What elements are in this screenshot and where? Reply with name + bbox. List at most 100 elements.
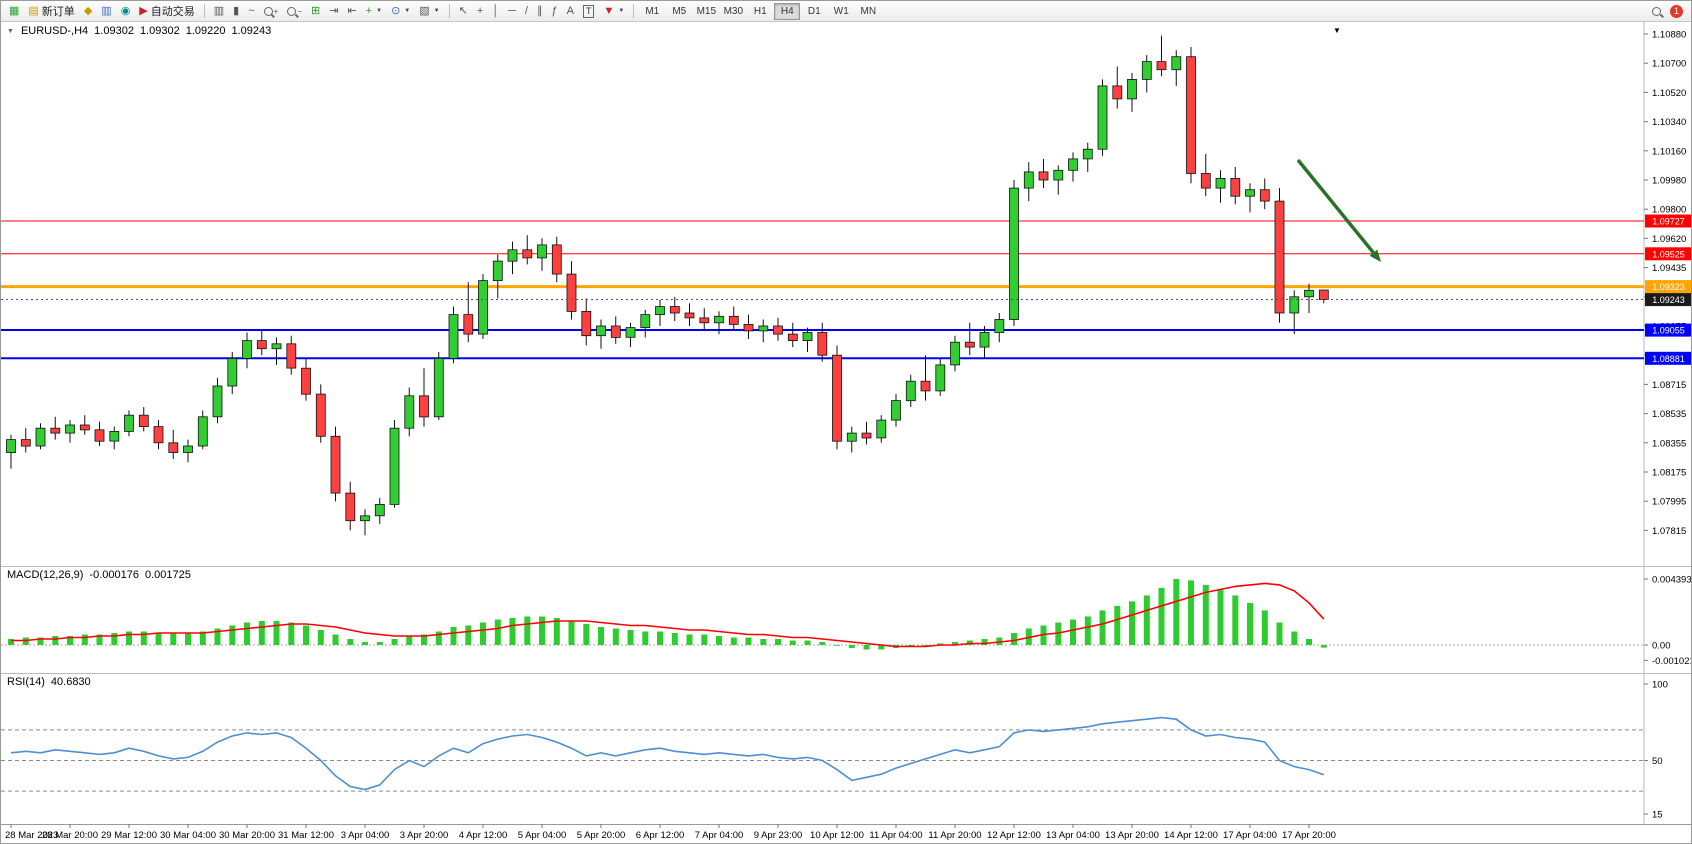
metaeditor-button[interactable]: ◆ <box>80 3 96 20</box>
notification-badge[interactable]: 1 <box>1670 4 1683 18</box>
crosshair-button[interactable]: + <box>473 3 487 20</box>
candle <box>1097 85 1108 150</box>
candle <box>950 341 960 366</box>
line-chart-button[interactable]: ~ <box>244 3 258 20</box>
timeframe-d1-button[interactable]: D1 <box>801 3 827 20</box>
candle <box>1082 148 1093 160</box>
macd-histogram-bar <box>494 619 501 645</box>
svg-text:1.08881: 1.08881 <box>1652 354 1685 364</box>
trend-arrow[interactable] <box>1296 158 1381 262</box>
macd-histogram-bar <box>1011 633 1017 645</box>
chevron-down-icon: ▼ <box>618 8 625 14</box>
label-tool-button[interactable]: T <box>579 3 599 20</box>
macd-histogram-bar <box>1158 587 1165 645</box>
macd-signal-line <box>11 582 1325 648</box>
vertical-line-button[interactable]: │ <box>488 3 503 20</box>
candle <box>596 325 606 337</box>
macd-histogram-bar <box>539 616 545 645</box>
templates-button[interactable]: ▧ ▼ <box>415 3 443 20</box>
indicators-button[interactable]: + ▼ <box>362 3 386 20</box>
search-button[interactable] <box>1648 3 1665 20</box>
high-value: 1.09302 <box>139 25 180 37</box>
channel-button[interactable]: ∥ <box>533 3 547 20</box>
macd-histogram-bar <box>1202 584 1209 645</box>
horizontal-line-button[interactable]: ─ <box>504 3 520 20</box>
candle <box>876 419 887 439</box>
chart-expand-icon[interactable]: ▼ <box>7 27 14 35</box>
data-window-button[interactable]: ◉ <box>117 3 135 20</box>
time-label: 12 Apr 12:00 <box>987 830 1041 841</box>
time-label: 3 Apr 20:00 <box>400 830 449 841</box>
label-icon: T <box>582 4 595 18</box>
macd-histogram-bar <box>730 637 737 645</box>
timeframe-m30-button[interactable]: M30 <box>720 3 746 20</box>
candle <box>1141 61 1152 80</box>
time-label: 31 Mar 12:00 <box>278 830 334 841</box>
timeframe-mn-button[interactable]: MN <box>855 3 881 20</box>
candle <box>625 327 636 338</box>
timeframe-h1-button[interactable]: H1 <box>747 3 773 20</box>
time-label: 5 Apr 04:00 <box>518 830 567 841</box>
time-label: 13 Apr 04:00 <box>1046 830 1100 841</box>
candle <box>301 367 311 395</box>
candle <box>360 515 370 522</box>
macd-histogram-bar <box>155 633 162 645</box>
price-axis-label: 1.09620 <box>1652 234 1686 245</box>
new-chart-button[interactable]: ▦ <box>5 3 23 20</box>
candle <box>979 332 990 348</box>
search-icon <box>1652 6 1661 16</box>
fibonacci-button[interactable]: ƒ <box>547 3 561 20</box>
candle <box>905 380 916 402</box>
level-price-tag: 1.08881 <box>1645 351 1691 365</box>
zoom-in-button[interactable]: + <box>260 3 283 20</box>
time-label: 7 Apr 04:00 <box>695 830 744 841</box>
timeframe-m15-button[interactable]: M15 <box>693 3 719 20</box>
chart-shift-marker[interactable]: ▼ <box>1333 26 1341 35</box>
tile-windows-button[interactable]: ⊞ <box>307 3 324 20</box>
macd-histogram-bar <box>435 631 442 645</box>
cursor-button[interactable]: ↖ <box>455 3 472 20</box>
panel-divider[interactable] <box>1 566 1691 567</box>
trendline-button[interactable]: / <box>521 3 532 20</box>
timeframe-m5-button[interactable]: M5 <box>666 3 692 20</box>
symbol-period-label: EURUSD-,H4 <box>20 25 89 37</box>
macd-histogram-bar <box>834 645 840 646</box>
market-watch-button[interactable]: ▥ <box>97 3 115 20</box>
text-tool-button[interactable]: A <box>563 3 578 20</box>
candle <box>419 395 429 418</box>
macd-histogram-bar <box>583 624 590 645</box>
macd-histogram-bar <box>612 628 619 645</box>
svg-text:1.09727: 1.09727 <box>1652 217 1685 227</box>
timeframe-w1-button[interactable]: W1 <box>828 3 854 20</box>
arrow-objects-button[interactable]: ▼ ▼ <box>599 3 628 20</box>
chart-shift-button[interactable]: ⇤ <box>343 3 360 20</box>
macd-histogram-bar <box>1129 601 1135 645</box>
periods-button[interactable]: ⊙ ▼ <box>387 3 414 20</box>
price-axis-label: 1.08535 <box>1652 409 1686 420</box>
macd-histogram-bar <box>37 637 44 645</box>
zoom-out-button[interactable]: − <box>283 3 306 20</box>
bar-chart-button[interactable]: ▥ <box>210 3 228 20</box>
candle <box>507 249 518 262</box>
macd-chart[interactable]: 0.004393 0.00 -0.001021 <box>1 567 1692 673</box>
chart-title: ▼ EURUSD-,H4 1.09302 1.09302 1.09220 1.0… <box>7 25 271 37</box>
auto-trading-button[interactable]: ▶ 自动交易 <box>135 3 198 20</box>
auto-scroll-button[interactable]: ⇥ <box>325 3 342 20</box>
vertical-line-icon: │ <box>492 4 500 17</box>
toolbar-separator <box>448 4 450 18</box>
candlestick-button[interactable]: ▮ <box>229 3 243 20</box>
new-order-button[interactable]: ▤ 新订单 <box>24 3 78 20</box>
price-chart[interactable]: 1.10880 1.10700 1.10520 1.10340 1.10160 1.099… <box>1 22 1692 566</box>
macd-histogram-bar <box>1217 589 1224 645</box>
candle <box>389 427 400 505</box>
macd-histogram-bar <box>1114 605 1121 645</box>
market-watch-icon: ▥ <box>101 4 112 17</box>
price-axis-label: 1.10880 <box>1652 30 1686 41</box>
clock-icon: ⊙ <box>391 4 401 17</box>
panel-divider[interactable] <box>1 673 1691 674</box>
timeframe-h4-button[interactable]: H4 <box>774 2 801 20</box>
rsi-chart[interactable]: 100 50 15 <box>1 674 1692 824</box>
timeframe-m1-button[interactable]: M1 <box>639 3 665 20</box>
time-axis[interactable]: 28 Mar 2023 28 Mar 20:00 29 Mar 12:00 30 Ma… <box>1 824 1691 843</box>
